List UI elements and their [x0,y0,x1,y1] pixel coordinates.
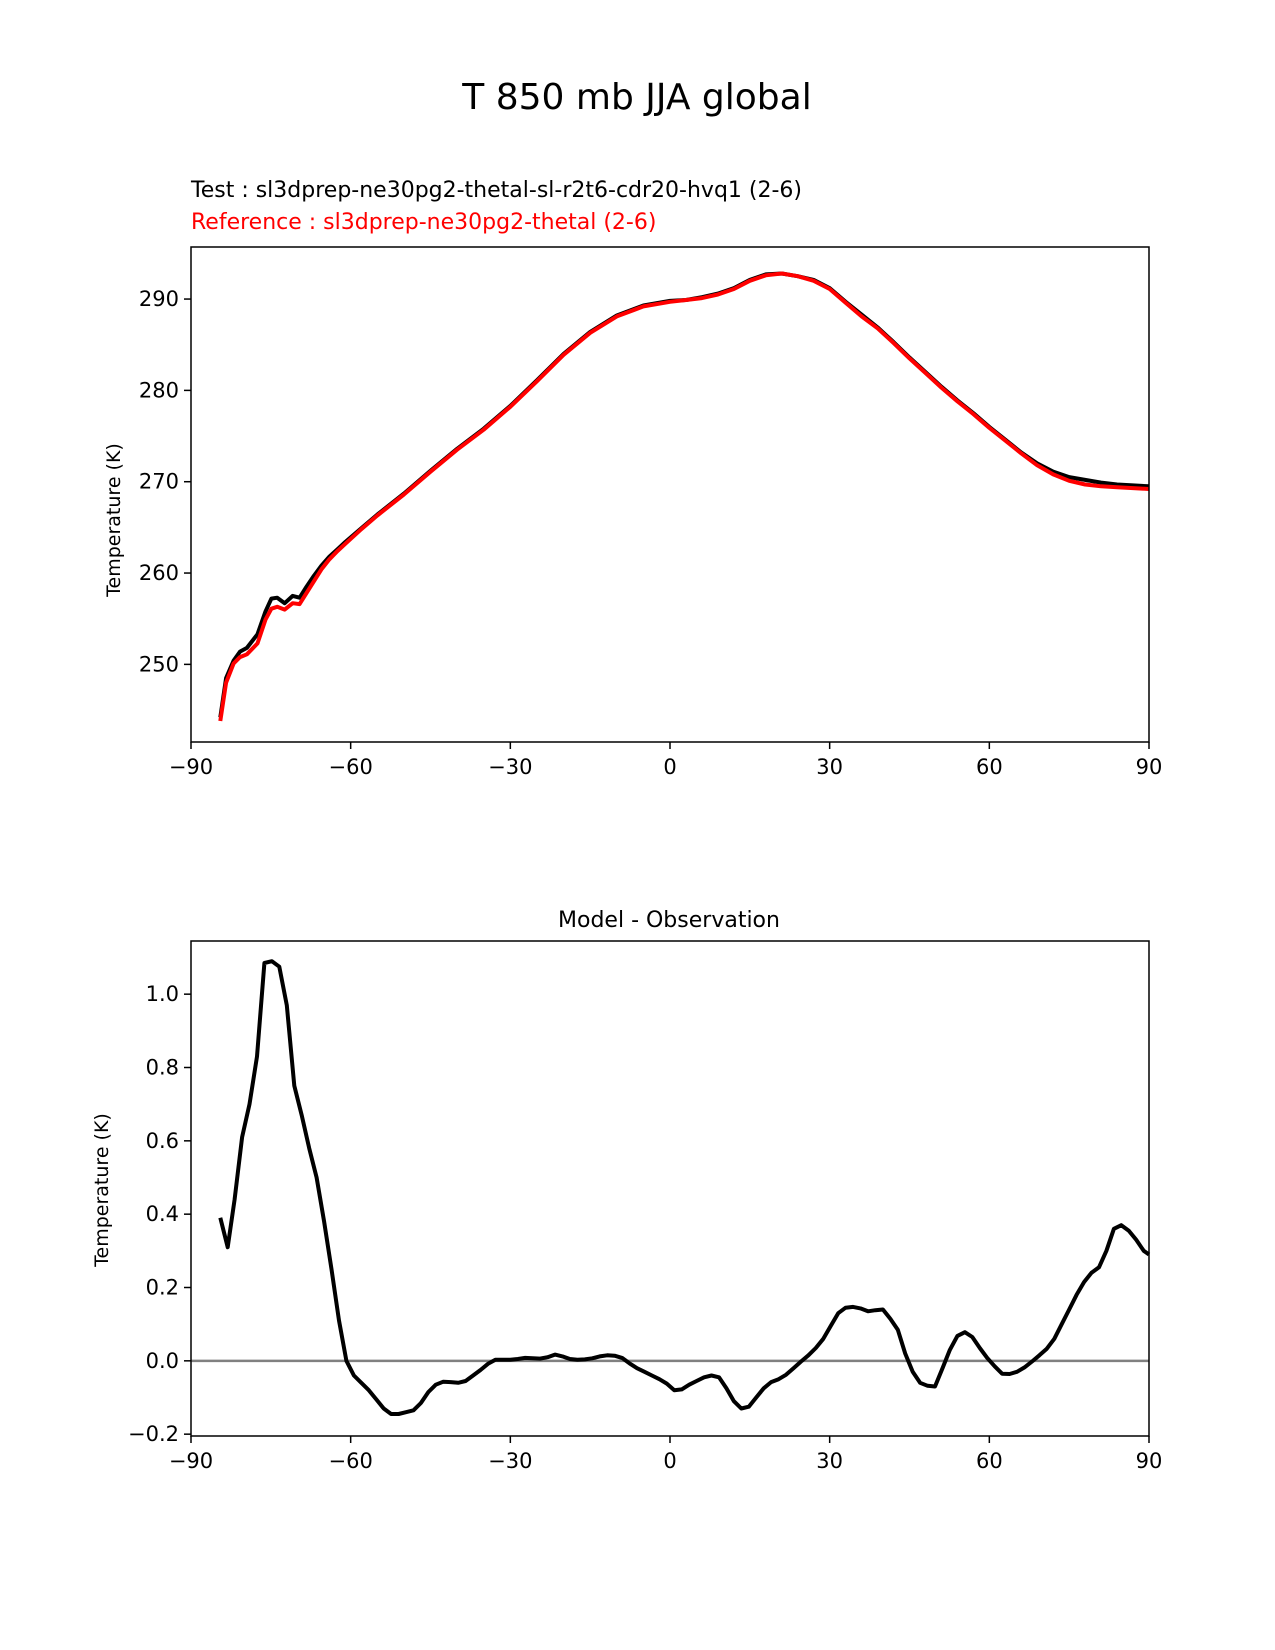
top-x-tick-label: −90 [169,755,213,779]
top-x-tick-label: 30 [816,755,843,779]
bottom-x-tick-label: −30 [488,1449,532,1473]
bottom-y-tick-label: 1.0 [146,982,179,1006]
top-x-tick-label: 90 [1136,755,1163,779]
figure-title: T 850 mb JJA global [461,77,811,118]
bottom-y-tick-label: 0.2 [146,1276,179,1300]
top-plot-frame [190,246,1150,743]
top-chart: Test : sl3dprep-ne30pg2-thetal-sl-r2t6-c… [103,178,1162,779]
top-x-tick-label: 0 [663,755,676,779]
bottom-x-tick-label: 60 [976,1449,1003,1473]
bottom-y-axis-label: Temperature (K) [91,1113,113,1268]
reference-title: Reference : sl3dprep-ne30pg2-thetal (2-6… [191,210,656,235]
bottom-x-tick-label: 0 [663,1449,676,1473]
bottom-chart: Model - Observation Temperature (K) −90 −… [91,908,1162,1473]
bottom-x-tick-label: −60 [329,1449,373,1473]
bottom-x-tick-label: 90 [1136,1449,1163,1473]
top-y-tick-label: 260 [139,561,179,585]
bottom-x-tick-label: −90 [169,1449,213,1473]
top-y-axis-label: Temperature (K) [103,443,125,598]
bottom-series-test-reference-line [218,959,1151,1416]
bottom-y-tick-label: −0.2 [128,1422,179,1446]
top-series-reference-line [218,271,1150,722]
top-y-tick-label: 250 [139,652,179,676]
top-y-tick-label: 280 [139,378,179,402]
test-title: Test : sl3dprep-ne30pg2-thetal-sl-r2t6-c… [190,178,802,203]
bottom-y-tick-label: 0.0 [146,1349,179,1373]
bottom-x-tick-label: 30 [816,1449,843,1473]
top-x-tick-label: −60 [329,755,373,779]
bottom-y-tick-label: 0.6 [146,1129,179,1153]
bottom-title: Model - Observation [558,908,780,933]
bottom-y-tick-label: 0.8 [146,1056,179,1080]
top-x-tick-label: −30 [488,755,532,779]
top-x-tick-label: 60 [976,755,1003,779]
top-y-tick-label: 290 [139,287,179,311]
top-series-test-line [218,271,1150,718]
top-y-tick-label: 270 [139,470,179,494]
bottom-y-tick-label: 0.4 [146,1202,179,1226]
